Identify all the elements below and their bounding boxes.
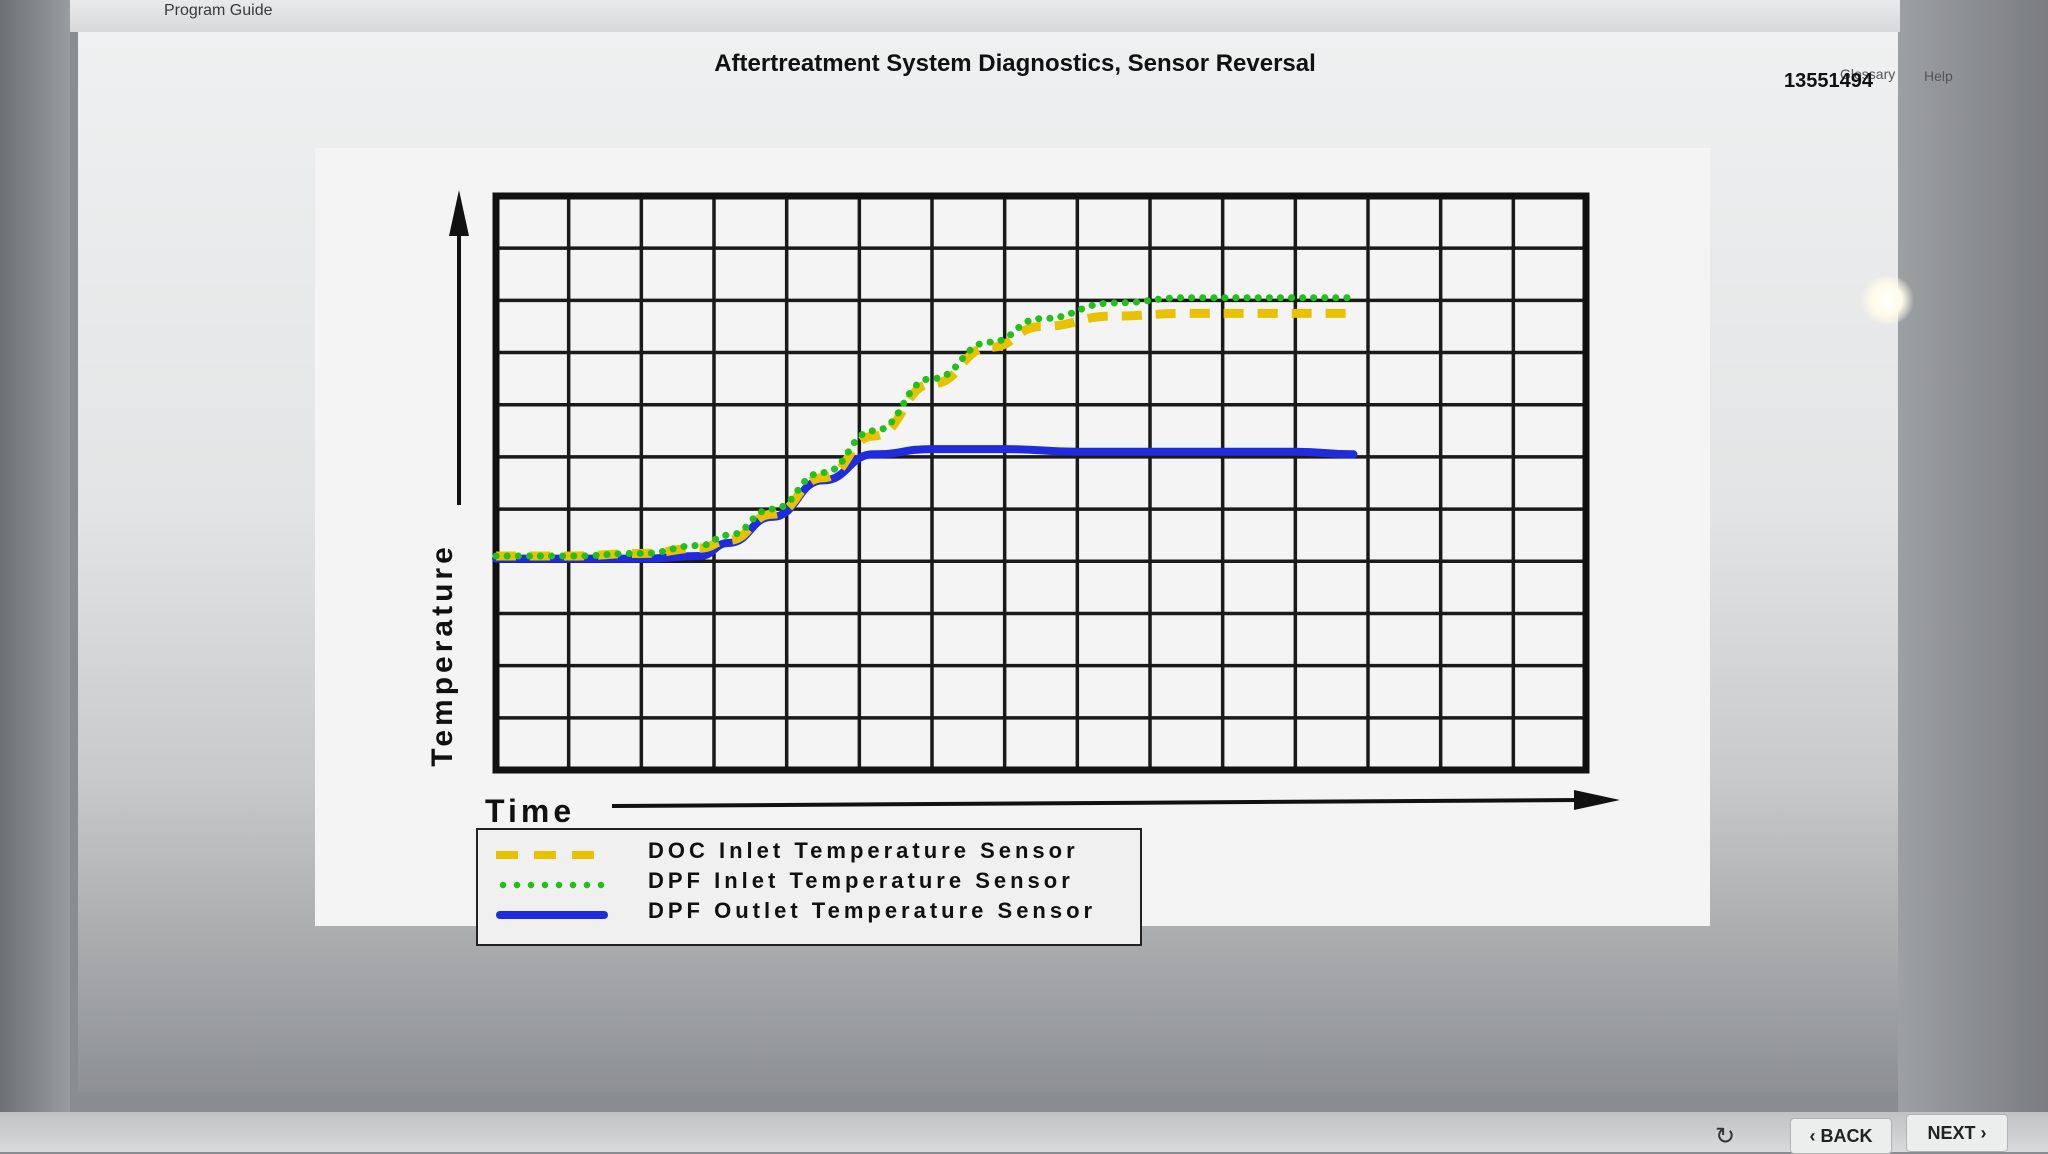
app-title: Program Guide — [164, 2, 273, 19]
screen-glare — [1858, 276, 1916, 324]
back-button[interactable]: ‹ BACK — [1790, 1118, 1892, 1154]
refresh-icon[interactable]: ↻ — [1714, 1123, 1736, 1150]
back-label: BACK — [1820, 1126, 1873, 1146]
page-title: Aftertreatment System Diagnostics, Senso… — [714, 50, 1316, 77]
monitor-bezel-left — [0, 0, 70, 1152]
help-link[interactable]: Help — [1924, 68, 1953, 84]
chart-series — [492, 294, 1358, 563]
series-line-dpf-inlet-temperature-sensor — [492, 294, 1357, 560]
legend-label-doc-inlet: DOC Inlet Temperature Sensor — [648, 838, 1079, 863]
x-axis-arrow-line — [611, 798, 1581, 808]
figure-panel — [315, 148, 1710, 926]
legend-item-dpf-outlet: DPF Outlet Temperature Sensor — [496, 898, 1126, 928]
chevron-right-icon: › — [1975, 1123, 1987, 1143]
plot-frame — [492, 192, 1590, 774]
legend-item-doc-inlet: DOC Inlet Temperature Sensor — [496, 838, 1126, 868]
navigation-bar — [0, 1112, 2048, 1152]
legend-label-dpf-inlet: DPF Inlet Temperature Sensor — [648, 868, 1074, 893]
legend-swatch-doc-inlet — [496, 851, 608, 859]
monitor-bezel-right — [1898, 0, 2048, 1152]
glossary-link[interactable]: Glossary — [1840, 66, 1896, 82]
legend-label-dpf-outlet: DPF Outlet Temperature Sensor — [648, 898, 1097, 923]
app-title-bar: Program Guide — [70, 0, 1900, 32]
legend-swatch-dpf-inlet — [496, 881, 608, 889]
chart-legend: DOC Inlet Temperature Sensor DPF Inlet T… — [476, 828, 1142, 946]
y-axis-label: Temperature — [426, 543, 459, 767]
chart-grid — [496, 196, 1586, 770]
next-button[interactable]: NEXT › — [1906, 1114, 2008, 1152]
x-axis-label: Time — [485, 793, 575, 829]
y-axis-arrowhead — [449, 190, 469, 236]
x-axis-arrowhead — [1574, 790, 1620, 810]
next-label: NEXT — [1927, 1123, 1976, 1143]
legend-item-dpf-inlet: DPF Inlet Temperature Sensor — [496, 868, 1126, 898]
chevron-left-icon: ‹ — [1809, 1126, 1821, 1146]
series-line-doc-inlet-temperature-sensor — [496, 308, 1354, 561]
legend-swatch-dpf-outlet — [496, 911, 608, 919]
document-number: 13551494 — [1784, 70, 1873, 92]
series-line-dpf-outlet-temperature-sensor — [492, 445, 1358, 563]
